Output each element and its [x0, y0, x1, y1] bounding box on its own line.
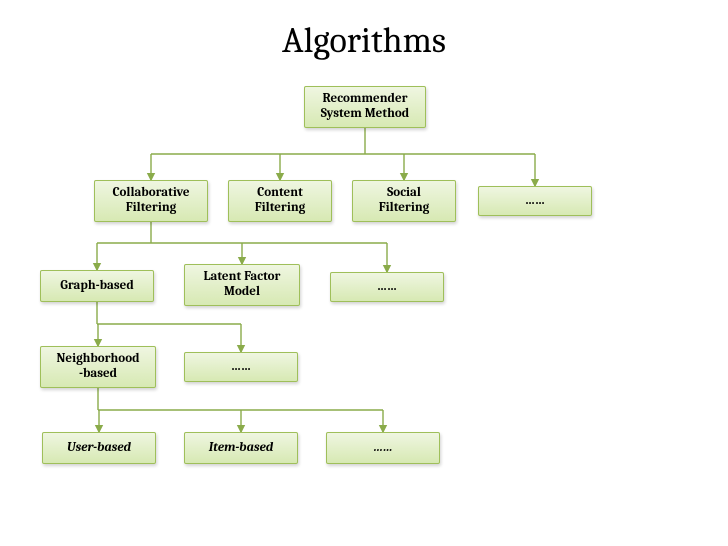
tree-node-root: RecommenderSystem Method: [304, 86, 426, 128]
tree-node-dots3: ……: [184, 352, 298, 382]
tree-node-user: User-based: [42, 432, 156, 464]
tree-node-dots1: ……: [478, 186, 592, 216]
tree-node-content: ContentFiltering: [228, 180, 332, 222]
tree-node-item: Item-based: [184, 432, 298, 464]
page-title: Algorithms: [0, 20, 728, 61]
tree-node-dots2: ……: [330, 272, 444, 302]
tree-node-graph: Graph-based: [40, 270, 154, 302]
tree-node-neigh: Neighborhood-based: [40, 346, 156, 388]
tree-node-collab: CollaborativeFiltering: [94, 180, 208, 222]
tree-node-latent: Latent FactorModel: [184, 264, 300, 306]
tree-node-dots4: ……: [326, 432, 440, 464]
tree-node-social: SocialFiltering: [352, 180, 456, 222]
